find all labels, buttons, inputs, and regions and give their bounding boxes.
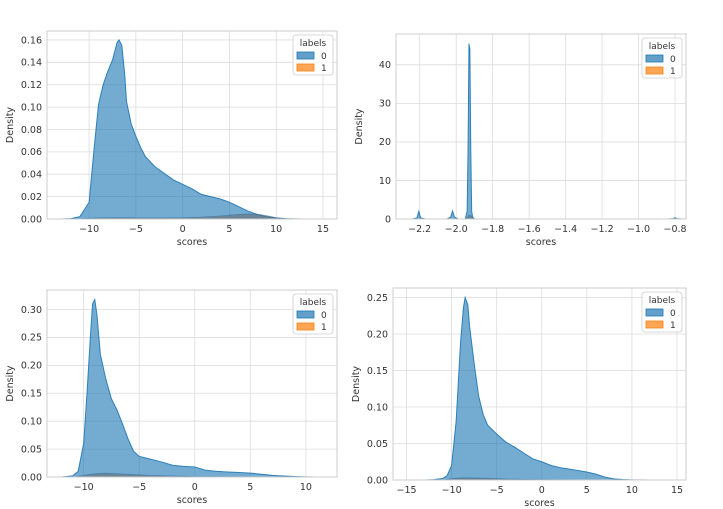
x-axis-label: scores <box>526 237 557 248</box>
axes-frame <box>46 30 338 220</box>
x-tick-label: 0 <box>192 482 198 493</box>
chart-panel-4: −15 −10 −5 0 5 10 150.000.050.100.150.200.25sc… <box>351 287 687 509</box>
chart-panel-2: −2.2 −2.0 −1.8 −1.6 −1.4 −1.2 −1.0 −0.801020304… <box>354 33 687 248</box>
y-tick-label: 0.12 <box>21 80 42 91</box>
y-tick-label: 40 <box>379 60 391 71</box>
y-tick-label: 0.00 <box>21 214 42 225</box>
legend-swatch-0 <box>296 51 315 60</box>
y-tick-label: 0.15 <box>367 366 388 377</box>
x-tick-label: −10 <box>74 482 94 493</box>
y-tick-label: 10 <box>379 176 391 187</box>
x-tick-label: −2.0 <box>445 224 468 235</box>
legend: labels 0 1 <box>641 37 683 79</box>
x-tick-label: −1.2 <box>591 224 614 235</box>
y-axis-label: Density <box>351 366 362 402</box>
x-tick-label: −0.8 <box>664 224 687 235</box>
legend-entry-1: 1 <box>670 67 676 77</box>
y-tick-label: 0.08 <box>21 125 42 136</box>
y-tick-label: 0.25 <box>367 293 388 304</box>
x-tick-label: 15 <box>317 224 329 235</box>
chart-panel-1: −10 −5 0 5 10 150.000.020.040.060.080.100.120… <box>5 30 338 248</box>
y-tick-label: 0.25 <box>21 333 42 344</box>
legend-title: labels <box>300 298 327 308</box>
axes-frame <box>392 287 687 481</box>
x-tick-label: −1.4 <box>554 224 577 235</box>
legend-entry-0: 0 <box>670 55 676 65</box>
legend-swatch-1 <box>645 320 664 329</box>
y-tick-label: 0.30 <box>21 305 42 316</box>
axes-frame <box>395 33 687 220</box>
density-area-label-1 <box>463 214 477 219</box>
legend-swatch-0 <box>645 54 664 63</box>
y-tick-label: 0.20 <box>367 329 388 340</box>
x-axis-label: scores <box>177 237 208 248</box>
density-area-label-1 <box>70 213 295 219</box>
density-area-label-0 <box>61 297 318 477</box>
legend: labels 0 1 <box>641 291 683 333</box>
legend-entry-0: 0 <box>321 311 327 321</box>
x-tick-label: −15 <box>396 485 416 496</box>
y-tick-label: 0.00 <box>21 472 42 483</box>
y-axis-label: Density <box>5 107 16 143</box>
y-tick-label: 0.20 <box>21 361 42 372</box>
y-tick-label: 0.06 <box>21 147 42 158</box>
legend-entry-1: 1 <box>670 321 676 331</box>
x-tick-label: −10 <box>442 485 462 496</box>
y-tick-label: 20 <box>379 137 391 148</box>
y-tick-label: 0.05 <box>21 444 42 455</box>
y-tick-label: 0.00 <box>367 475 388 486</box>
legend-entry-0: 0 <box>321 52 327 62</box>
x-tick-label: 0 <box>539 485 545 496</box>
density-area-label-0 <box>424 295 650 480</box>
x-tick-label: −5 <box>490 485 504 496</box>
y-tick-label: 30 <box>379 99 391 110</box>
x-tick-label: 5 <box>584 485 590 496</box>
legend-swatch-1 <box>296 63 315 72</box>
x-tick-label: 5 <box>226 224 232 235</box>
legend-title: labels <box>300 39 327 49</box>
axes-frame <box>46 289 338 478</box>
legend-title: labels <box>649 42 676 52</box>
x-tick-label: 10 <box>270 224 282 235</box>
x-axis-label: scores <box>524 498 555 509</box>
x-tick-label: 0 <box>180 224 186 235</box>
y-tick-label: 0.16 <box>21 35 42 46</box>
x-tick-label: 5 <box>247 482 253 493</box>
y-axis-label: Density <box>5 365 16 401</box>
x-tick-label: −1.8 <box>481 224 504 235</box>
x-axis-label: scores <box>177 495 208 506</box>
y-tick-label: 0 <box>385 214 391 225</box>
legend-title: labels <box>649 296 676 306</box>
x-tick-label: −1.6 <box>518 224 541 235</box>
legend: labels 0 1 <box>292 293 334 335</box>
y-tick-label: 0.10 <box>367 402 388 413</box>
x-tick-label: 15 <box>671 485 683 496</box>
y-tick-label: 0.14 <box>21 58 42 69</box>
x-tick-label: −5 <box>132 482 146 493</box>
legend-swatch-0 <box>645 308 664 317</box>
y-tick-label: 0.15 <box>21 389 42 400</box>
legend-swatch-0 <box>296 310 315 319</box>
x-tick-label: −10 <box>79 224 99 235</box>
y-tick-label: 0.04 <box>21 170 42 181</box>
y-axis-label: Density <box>354 108 365 144</box>
legend-entry-1: 1 <box>321 323 327 333</box>
y-tick-label: 0.05 <box>367 439 388 450</box>
x-tick-label: −2.2 <box>408 224 431 235</box>
legend-entry-0: 0 <box>670 309 676 319</box>
x-tick-label: −5 <box>129 224 143 235</box>
y-tick-label: 0.02 <box>21 192 42 203</box>
x-tick-label: 10 <box>300 482 312 493</box>
legend-swatch-1 <box>296 322 315 331</box>
legend: labels 0 1 <box>292 34 334 76</box>
chart-panel-3: −10 −5 0 5 100.000.050.100.150.200.250.30sco… <box>5 289 338 506</box>
legend-swatch-1 <box>645 66 664 75</box>
y-tick-label: 0.10 <box>21 102 42 113</box>
legend-entry-1: 1 <box>321 64 327 74</box>
x-tick-label: −1.0 <box>627 224 650 235</box>
y-tick-label: 0.10 <box>21 416 42 427</box>
x-tick-label: 10 <box>626 485 638 496</box>
